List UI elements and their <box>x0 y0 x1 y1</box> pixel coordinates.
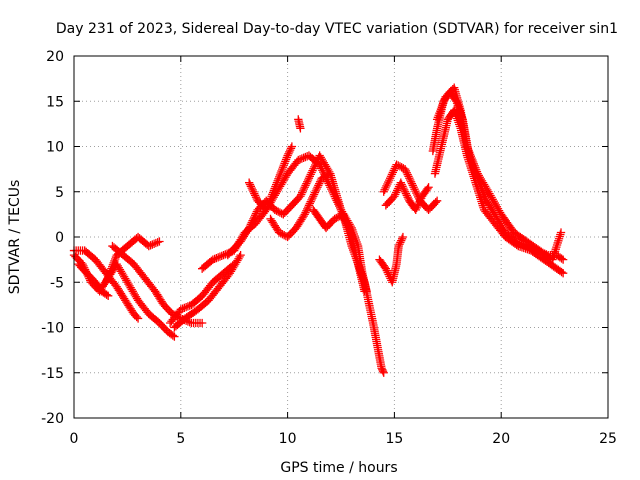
data-point <box>423 184 432 193</box>
data-point <box>558 269 568 278</box>
data-point <box>432 196 442 205</box>
data-point <box>287 142 297 151</box>
chart-title: Day 231 of 2023, Sidereal Day-to-day VTE… <box>56 21 618 37</box>
data-point <box>133 314 143 323</box>
data-point <box>104 291 113 300</box>
x-tick-label: 15 <box>385 431 403 447</box>
data-point <box>170 332 179 341</box>
data-point <box>155 237 164 246</box>
data-point <box>236 250 245 260</box>
x-tick-label: 5 <box>176 431 185 447</box>
data-point <box>556 228 566 237</box>
data-point <box>378 365 387 374</box>
data-point <box>557 254 566 263</box>
data-point <box>377 364 386 373</box>
data-point <box>398 232 408 242</box>
data-point <box>557 267 566 277</box>
x-tick-label: 0 <box>70 431 79 447</box>
data-point <box>102 290 111 299</box>
data-point <box>379 368 388 377</box>
y-tick-label: 10 <box>46 140 64 156</box>
x-axis-label: GPS time / hours <box>280 460 397 476</box>
y-tick-label: -20 <box>41 411 64 427</box>
y-tick-label: 5 <box>55 185 64 201</box>
y-axis-label: SDTVAR / TECUs <box>7 180 23 295</box>
x-tick-label: 20 <box>492 431 510 447</box>
data-point <box>296 124 305 133</box>
data-points <box>69 83 568 377</box>
data-point <box>558 255 568 264</box>
data-point <box>198 318 207 328</box>
y-tick-label: -5 <box>50 275 64 291</box>
data-point <box>378 367 388 376</box>
grid <box>74 56 608 418</box>
y-tick-label: 15 <box>46 94 64 110</box>
y-tick-label: 20 <box>46 49 64 65</box>
y-tick-label: -15 <box>41 366 64 382</box>
data-point <box>132 312 141 322</box>
data-point <box>424 183 433 192</box>
plot-frame <box>73 55 609 419</box>
x-tick-label: 25 <box>599 431 617 447</box>
data-point <box>168 331 177 340</box>
y-tick-label: 0 <box>55 230 64 246</box>
data-point <box>431 198 440 207</box>
x-tick-label: 10 <box>279 431 297 447</box>
data-point <box>326 169 335 178</box>
axis-ticks: 0 5 10 15 20 25 20 15 10 5 0 -5 -10 -15 -20 <box>41 49 617 447</box>
y-tick-label: -10 <box>41 321 64 337</box>
